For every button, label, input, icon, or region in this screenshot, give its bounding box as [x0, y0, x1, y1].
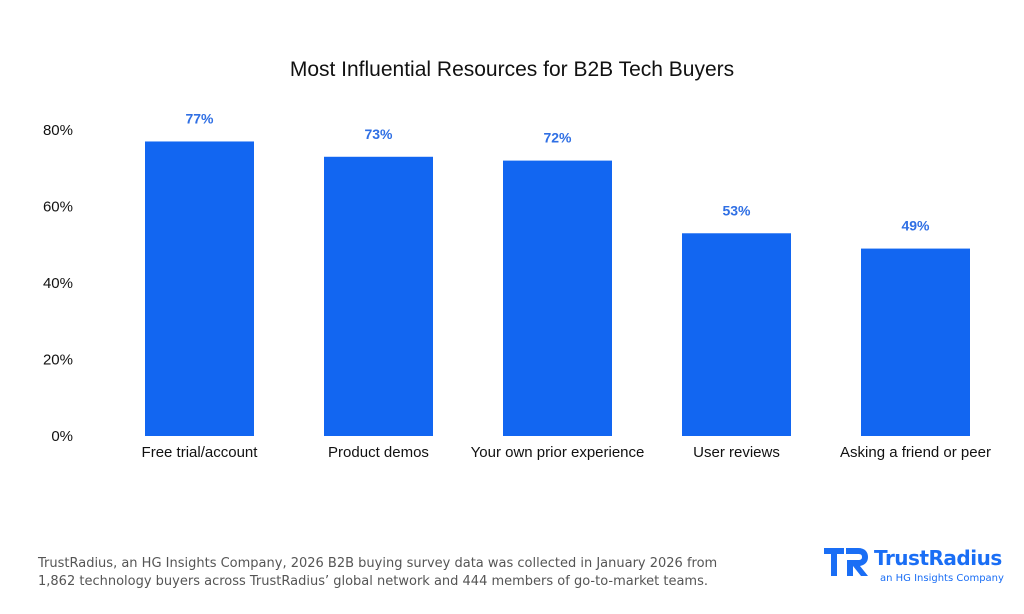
x-category-label: Your own prior experience [471, 444, 645, 461]
footnote-line-1: TrustRadius, an HG Insights Company, 202… [38, 556, 718, 571]
trustradius-brand: TrustRadius an HG Insights Company [822, 546, 1004, 590]
x-category-label: Asking a friend or peer [840, 444, 991, 461]
bar [861, 248, 970, 436]
bar-chart: Most Influential Resources for B2B Tech … [43, 58, 991, 461]
y-tick-label: 40% [43, 275, 73, 292]
brand-name: TrustRadius [874, 546, 1002, 570]
bar [324, 156, 433, 436]
x-category-label: Free trial/account [142, 444, 259, 461]
bar [503, 160, 612, 436]
x-category-label: Product demos [328, 444, 429, 461]
brand-tagline: an HG Insights Company [880, 573, 1004, 584]
y-tick-label: 80% [43, 122, 73, 139]
bar [682, 233, 791, 436]
trustradius-logo-icon [824, 548, 868, 576]
data-label: 49% [901, 218, 930, 234]
data-label: 77% [185, 110, 214, 126]
y-axis: 0% 20% 40% 60% 80% [43, 122, 73, 445]
data-label: 72% [543, 130, 572, 146]
y-tick-label: 20% [43, 352, 73, 369]
survey-footnote: TrustRadius, an HG Insights Company, 202… [38, 555, 738, 591]
data-labels: 77% 73% 72% 53% 49% [185, 110, 930, 233]
bars [145, 141, 970, 436]
x-category-label: User reviews [693, 444, 780, 461]
y-tick-label: 60% [43, 199, 73, 216]
data-label: 73% [364, 126, 393, 142]
y-tick-label: 0% [51, 428, 73, 445]
bar [145, 141, 254, 436]
data-label: 53% [722, 202, 751, 218]
x-axis: Free trial/account Product demos Your own … [142, 444, 991, 461]
footnote-line-2: 1,862 technology buyers across TrustRadi… [38, 574, 708, 589]
chart-title: Most Influential Resources for B2B Tech … [290, 58, 734, 81]
